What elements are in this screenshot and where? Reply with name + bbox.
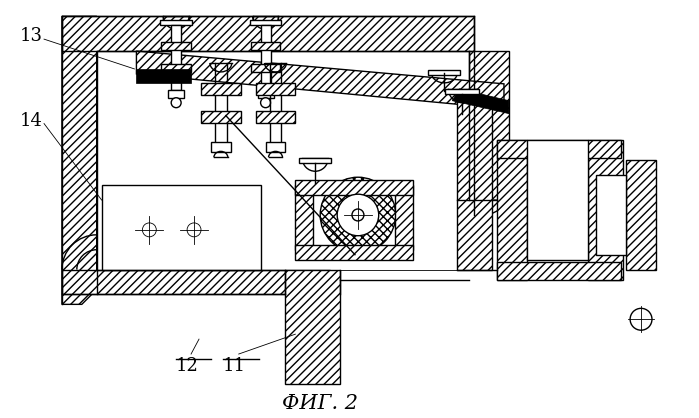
Circle shape <box>143 223 157 237</box>
Bar <box>299 158 331 163</box>
Circle shape <box>630 308 652 330</box>
Polygon shape <box>452 89 509 114</box>
Circle shape <box>261 98 271 108</box>
Circle shape <box>337 194 379 236</box>
Circle shape <box>352 209 364 221</box>
Text: 12: 12 <box>176 357 199 375</box>
Circle shape <box>320 177 396 253</box>
Bar <box>445 89 479 94</box>
Circle shape <box>171 98 181 108</box>
Bar <box>261 25 271 90</box>
Polygon shape <box>136 69 191 83</box>
Bar <box>296 180 412 195</box>
Text: 14: 14 <box>20 112 43 130</box>
Bar <box>497 140 527 280</box>
Circle shape <box>187 223 201 237</box>
Bar <box>251 42 280 50</box>
Bar <box>256 111 296 122</box>
Bar <box>161 42 191 50</box>
Bar <box>250 20 282 25</box>
Bar <box>160 20 192 25</box>
Bar <box>171 25 181 90</box>
Text: 11: 11 <box>223 357 246 375</box>
Bar <box>457 101 492 270</box>
Bar <box>62 16 474 51</box>
Bar <box>589 140 624 280</box>
Bar <box>469 51 509 205</box>
Bar <box>296 245 412 260</box>
Bar <box>395 185 412 250</box>
Bar <box>296 185 313 250</box>
Bar <box>96 51 469 270</box>
Bar <box>256 83 296 95</box>
Bar <box>251 64 280 72</box>
Bar <box>201 111 240 122</box>
Text: 13: 13 <box>20 27 43 45</box>
Bar <box>428 70 460 75</box>
Bar <box>101 185 261 270</box>
Bar <box>211 143 231 153</box>
Bar <box>596 175 626 255</box>
Bar <box>626 161 656 270</box>
Bar <box>497 262 621 280</box>
Polygon shape <box>136 51 504 109</box>
Bar <box>266 143 285 153</box>
Bar <box>497 140 621 158</box>
Bar <box>168 90 184 98</box>
Bar <box>258 90 273 98</box>
Polygon shape <box>469 200 509 215</box>
Bar <box>62 270 330 294</box>
Bar <box>161 64 191 72</box>
Bar <box>285 270 340 384</box>
Bar <box>201 83 240 95</box>
Bar <box>527 140 589 260</box>
Polygon shape <box>62 16 96 304</box>
Text: ФИГ. 2: ФИГ. 2 <box>282 394 358 413</box>
